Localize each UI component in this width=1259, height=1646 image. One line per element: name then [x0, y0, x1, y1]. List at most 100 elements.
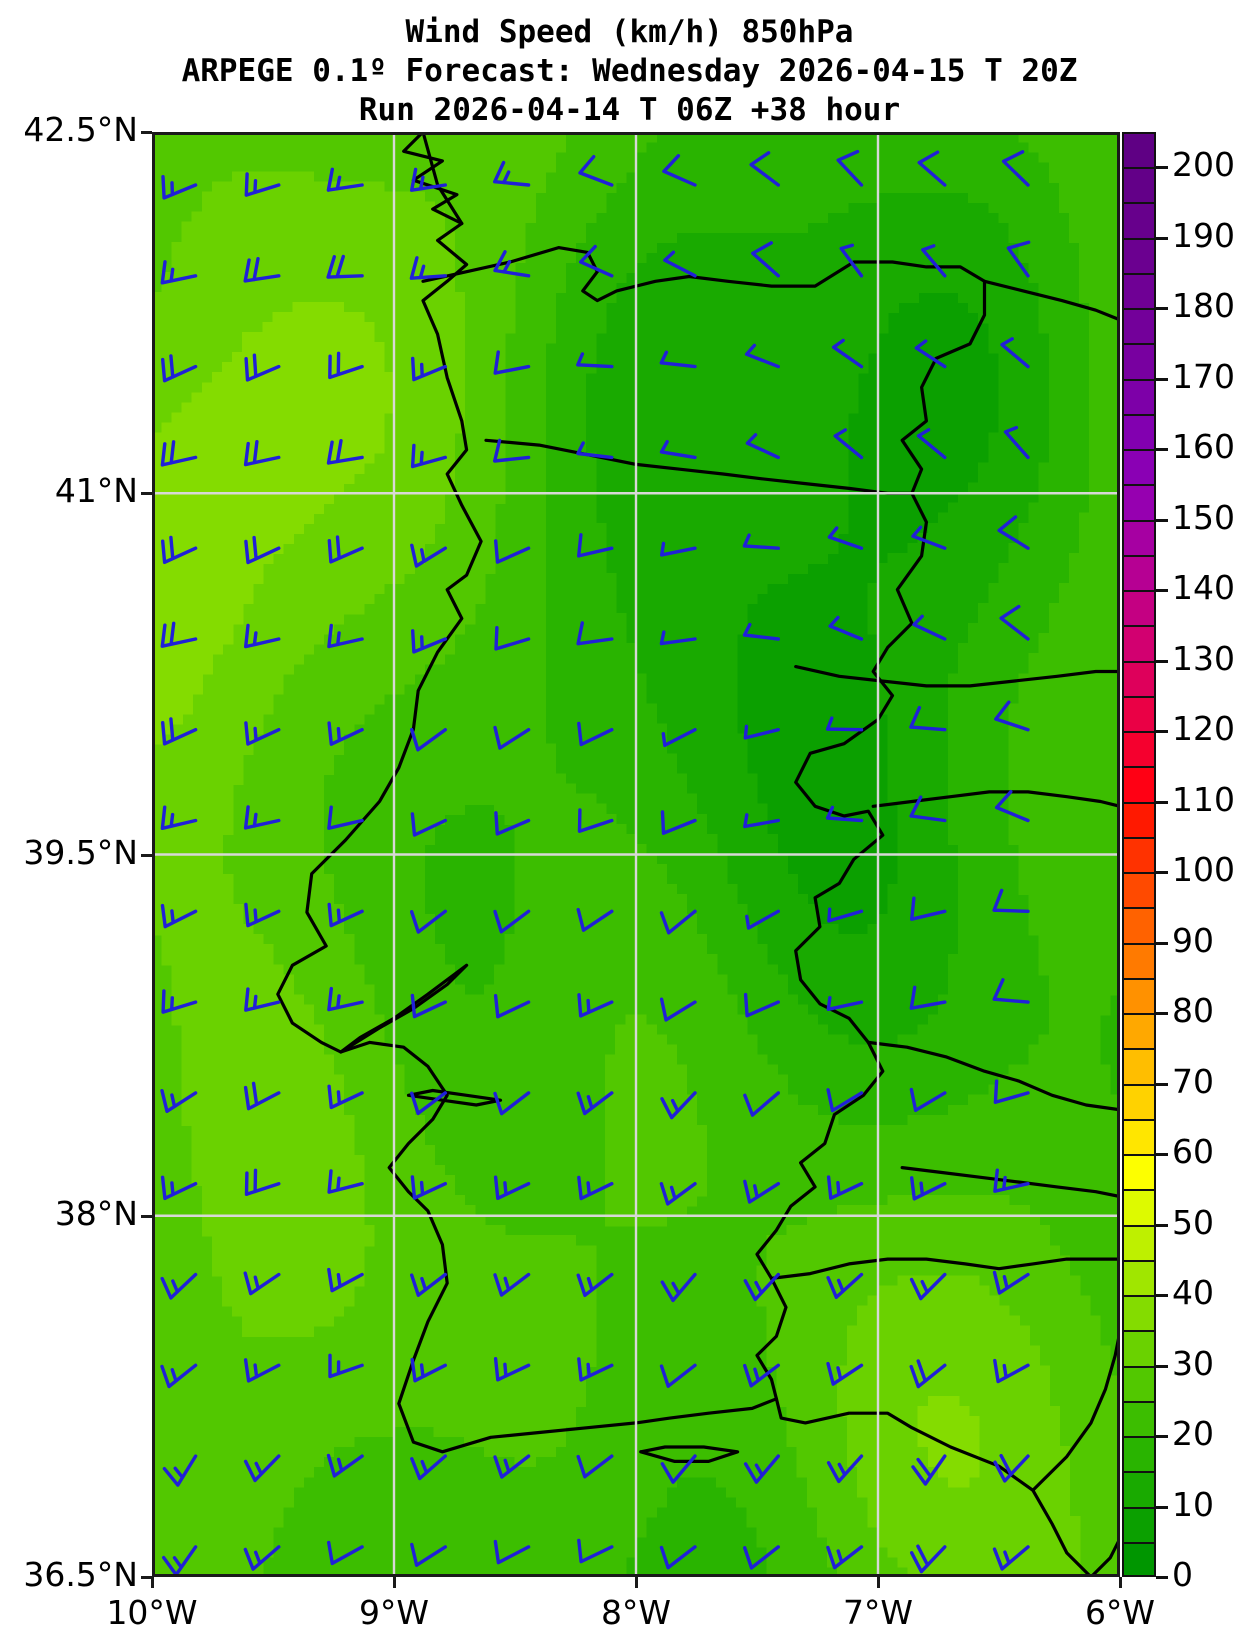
weather-map-plot[interactable] — [152, 132, 1120, 1577]
colorbar-band — [1124, 345, 1154, 381]
colorbar-band — [1124, 1050, 1154, 1086]
x-tick — [393, 1577, 396, 1588]
colorbar-band — [1124, 521, 1154, 557]
colorbar-band — [1124, 415, 1154, 452]
colorbar-band-divider — [1122, 554, 1156, 557]
colorbar-band-divider — [1122, 907, 1156, 910]
colorbar-tick — [1156, 659, 1168, 663]
wind-barb — [410, 1272, 447, 1297]
colorbar-tick-label: 10 — [1172, 1484, 1214, 1524]
contour-band — [585, 191, 1050, 1046]
wind-barb — [992, 888, 1030, 913]
colorbar-tick — [1156, 800, 1168, 804]
colorbar[interactable] — [1122, 132, 1156, 1577]
wind-barb — [909, 1272, 947, 1301]
wind-barb — [326, 439, 364, 465]
colorbar-band-divider — [1122, 237, 1156, 240]
wind-barb — [659, 440, 697, 460]
wind-barb — [826, 1175, 864, 1200]
colorbar-tick — [1156, 307, 1168, 311]
x-axis-label: 10°W — [106, 1593, 198, 1632]
wind-barb — [825, 805, 864, 823]
wind-barb — [161, 989, 198, 1014]
wind-barb — [243, 1454, 281, 1483]
colorbar-band-divider — [1122, 731, 1156, 734]
wind-barb — [909, 706, 947, 732]
colorbar-band — [1124, 838, 1154, 874]
colorbar-tick-label: 180 — [1172, 286, 1235, 326]
x-axis-label: 8°W — [600, 1593, 672, 1632]
wind-barb — [910, 896, 947, 921]
colorbar-band-divider — [1122, 167, 1156, 170]
coastline-path — [1031, 1329, 1120, 1492]
wind-barb — [994, 790, 1030, 823]
colorbar-band — [1124, 697, 1154, 733]
wind-barb — [911, 1454, 947, 1486]
wind-barb — [410, 443, 447, 469]
wind-barb — [993, 1358, 1030, 1384]
colorbar-tick — [1156, 589, 1168, 593]
wind-barb — [836, 149, 864, 187]
wind-barb — [826, 1545, 864, 1570]
colorbar-band — [1124, 909, 1154, 945]
colorbar-band — [1124, 1226, 1154, 1262]
coastline-path — [794, 665, 1120, 688]
contour-band — [152, 302, 980, 1488]
wind-barb — [494, 539, 531, 564]
wind-barb — [410, 1454, 447, 1481]
colorbar-band-divider — [1122, 660, 1156, 663]
colorbar-tick — [1156, 166, 1168, 170]
colorbar-band-divider — [1122, 590, 1156, 593]
colorbar-band — [1124, 310, 1154, 346]
colorbar-tick — [1156, 1364, 1168, 1368]
wind-barb — [742, 533, 780, 550]
wind-barb — [493, 1539, 531, 1565]
wind-barb — [577, 993, 614, 1018]
colorbar-band — [1124, 1437, 1154, 1473]
wind-barb — [909, 1087, 947, 1112]
colorbar-band-divider — [1122, 343, 1156, 346]
wind-barb — [1001, 150, 1030, 187]
colorbar-band — [1124, 944, 1154, 980]
wind-barb — [162, 1454, 198, 1487]
wind-barb — [999, 604, 1030, 641]
colorbar-band-divider — [1122, 519, 1156, 522]
wind-barb — [160, 1089, 198, 1113]
wind-barb — [493, 350, 531, 375]
wind-barb — [826, 1454, 864, 1484]
wind-barb — [743, 1545, 780, 1570]
colorbar-band — [1124, 169, 1154, 205]
wind-barb — [576, 441, 614, 460]
wind-barb — [493, 994, 531, 1019]
colorbar-tick-label: 70 — [1172, 1061, 1214, 1101]
wind-barb — [577, 808, 614, 833]
wind-barb — [659, 909, 697, 935]
wind-barb — [911, 525, 947, 550]
coastline-path — [1089, 1536, 1120, 1577]
colorbar-band-divider — [1122, 1013, 1156, 1016]
wind-barb — [410, 1175, 447, 1200]
wind-barb — [826, 1088, 864, 1113]
wind-barb — [161, 354, 198, 383]
wind-barb — [917, 150, 947, 187]
colorbar-band-divider — [1122, 977, 1156, 980]
wind-barb — [745, 433, 780, 460]
chart-title-line2: ARPEGE 0.1º Forecast: Wednesday 2026-04-… — [181, 53, 1078, 89]
wind-barb — [327, 623, 364, 649]
x-tick — [1119, 1577, 1122, 1588]
map-svg — [152, 132, 1120, 1577]
wind-barb — [909, 1359, 947, 1389]
wind-barb — [743, 1179, 780, 1204]
colorbar-band — [1124, 592, 1154, 628]
wind-barb — [160, 260, 198, 285]
wind-barb — [493, 438, 531, 463]
colorbar-band — [1124, 1014, 1154, 1051]
wind-barb — [243, 1081, 281, 1111]
wind-barb — [993, 1453, 1030, 1483]
colorbar-band-divider — [1122, 942, 1156, 945]
coastline-path — [406, 1088, 503, 1107]
wind-barb — [493, 1091, 531, 1116]
colorbar-band-divider — [1122, 1365, 1156, 1368]
wind-barb — [410, 812, 447, 837]
colorbar-band — [1124, 1472, 1154, 1509]
